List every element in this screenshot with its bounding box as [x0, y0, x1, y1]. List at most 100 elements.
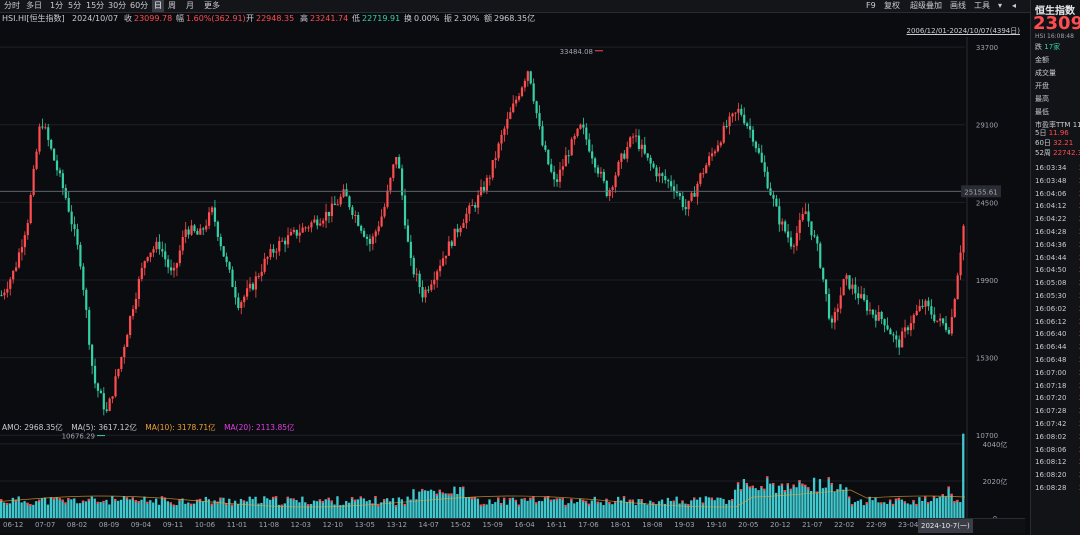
period-tab-7[interactable]: 日	[152, 0, 164, 12]
candle-body	[629, 137, 632, 148]
candle-body	[658, 173, 661, 177]
adjust-button[interactable]: 复权	[884, 1, 900, 10]
tick-time-row: 16:08:282	[1035, 484, 1080, 492]
volume-bar	[508, 498, 512, 518]
period-tab-4[interactable]: 15分	[86, 1, 105, 10]
volume-bar	[257, 503, 260, 518]
volume-cap	[804, 484, 807, 487]
x-tick-label: 08-09	[98, 521, 120, 529]
candle-body	[746, 123, 749, 127]
period-tab-5[interactable]: 30分	[108, 1, 127, 10]
candle-body	[798, 220, 801, 233]
dropdown-icon[interactable]: ▾	[998, 1, 1003, 10]
candle-body	[421, 287, 424, 298]
tools-button[interactable]: 工具	[974, 1, 990, 10]
volume-bar	[491, 503, 494, 518]
volume-cap	[865, 502, 868, 505]
collapse-icon[interactable]: ◂	[1012, 1, 1017, 10]
candle-body	[158, 241, 161, 250]
candle-body	[9, 279, 12, 289]
candle-body	[737, 108, 740, 113]
volume-cap	[286, 496, 289, 499]
candle-body	[661, 173, 664, 177]
candle-body	[710, 153, 714, 157]
f9-button[interactable]: F9	[866, 1, 876, 10]
period-tab-10[interactable]: 更多	[204, 1, 220, 10]
volume-bar	[58, 498, 61, 518]
volume-cap	[766, 476, 769, 479]
candle-body	[936, 320, 939, 322]
candle-body	[579, 124, 582, 129]
volume-bar	[891, 503, 895, 518]
period-tab-2[interactable]: 1分	[50, 1, 64, 10]
x-tick-label: 20-12	[770, 521, 791, 529]
x-tick-label: 22-09	[866, 521, 887, 529]
candle-body	[178, 250, 181, 264]
tick-time-row: 16:05:082	[1035, 279, 1080, 287]
volume-bar	[827, 477, 830, 518]
x-tick-label: 17-06	[578, 521, 599, 529]
volume-bar	[579, 498, 582, 518]
volume-bar	[774, 492, 778, 518]
draw-line-button[interactable]: 画线	[950, 1, 966, 10]
tick-time: 16:05:30	[1035, 292, 1067, 300]
candle-body	[927, 300, 930, 307]
volume-bar	[160, 496, 164, 518]
candle-body	[175, 263, 179, 268]
volume-bar	[394, 505, 398, 518]
candle-body	[599, 171, 603, 174]
candlestick-chart[interactable]: 33700 29100 24500 19900 15300 10700 25155.61 33…	[0, 37, 1025, 447]
candle-body	[225, 256, 228, 263]
x-tick-label: 07-07	[34, 521, 56, 529]
tick-time: 16:08:20	[1035, 471, 1067, 480]
candle-body	[573, 135, 576, 140]
volume-bar	[26, 502, 29, 518]
candle-body	[488, 177, 491, 179]
candle-body	[196, 231, 199, 235]
candle-body	[538, 113, 541, 127]
period-tab-9[interactable]: 月	[186, 1, 194, 10]
volume-bar	[239, 498, 243, 518]
volume-chart[interactable]: 4040亿 2020亿 0	[0, 430, 1025, 520]
candle-body	[237, 297, 240, 308]
period-tab-0[interactable]: 分时	[4, 1, 20, 10]
volume-cap	[502, 497, 506, 500]
candle-body	[906, 327, 910, 331]
tick-time: 16:07:28	[1035, 407, 1067, 416]
volume-bar	[81, 500, 85, 518]
candle-body	[541, 126, 544, 146]
period-tab-8[interactable]: 周	[168, 1, 176, 10]
volume-bar	[655, 504, 658, 518]
volume-bar	[546, 496, 550, 518]
volume-bar	[871, 500, 874, 518]
period-tab-6[interactable]: 60分	[130, 1, 149, 10]
candle-body	[871, 309, 874, 315]
candle-body	[365, 236, 369, 239]
volume-bar	[581, 499, 585, 518]
period-tab-3[interactable]: 5分	[68, 1, 82, 10]
volume-bar	[347, 502, 351, 518]
volume-bar	[32, 504, 35, 518]
candle-body	[330, 203, 334, 216]
candle-body	[143, 261, 146, 269]
date-range-link[interactable]: 2006/12/01-2024/10/07(4394日)	[906, 27, 1021, 35]
candle-body	[918, 305, 921, 311]
candle-body	[254, 276, 257, 290]
volume-bar	[438, 489, 441, 518]
amo-label: AMO: 2968.35亿	[2, 423, 63, 432]
candle-body	[827, 294, 831, 319]
candle-body	[506, 118, 509, 129]
candle-body	[52, 148, 56, 161]
volume-bar	[494, 502, 497, 518]
period-tab-1[interactable]: 多日	[26, 1, 42, 10]
candle-body	[725, 125, 728, 127]
volume-bar	[687, 504, 690, 518]
candle-body	[266, 257, 269, 259]
overlay-button[interactable]: 超级叠加	[910, 1, 942, 10]
candle-body	[108, 398, 111, 411]
candle-body	[137, 279, 141, 299]
candle-body	[558, 169, 562, 182]
volume-bar	[728, 500, 731, 518]
volume-bar	[698, 497, 702, 518]
volume-bar	[418, 491, 421, 518]
